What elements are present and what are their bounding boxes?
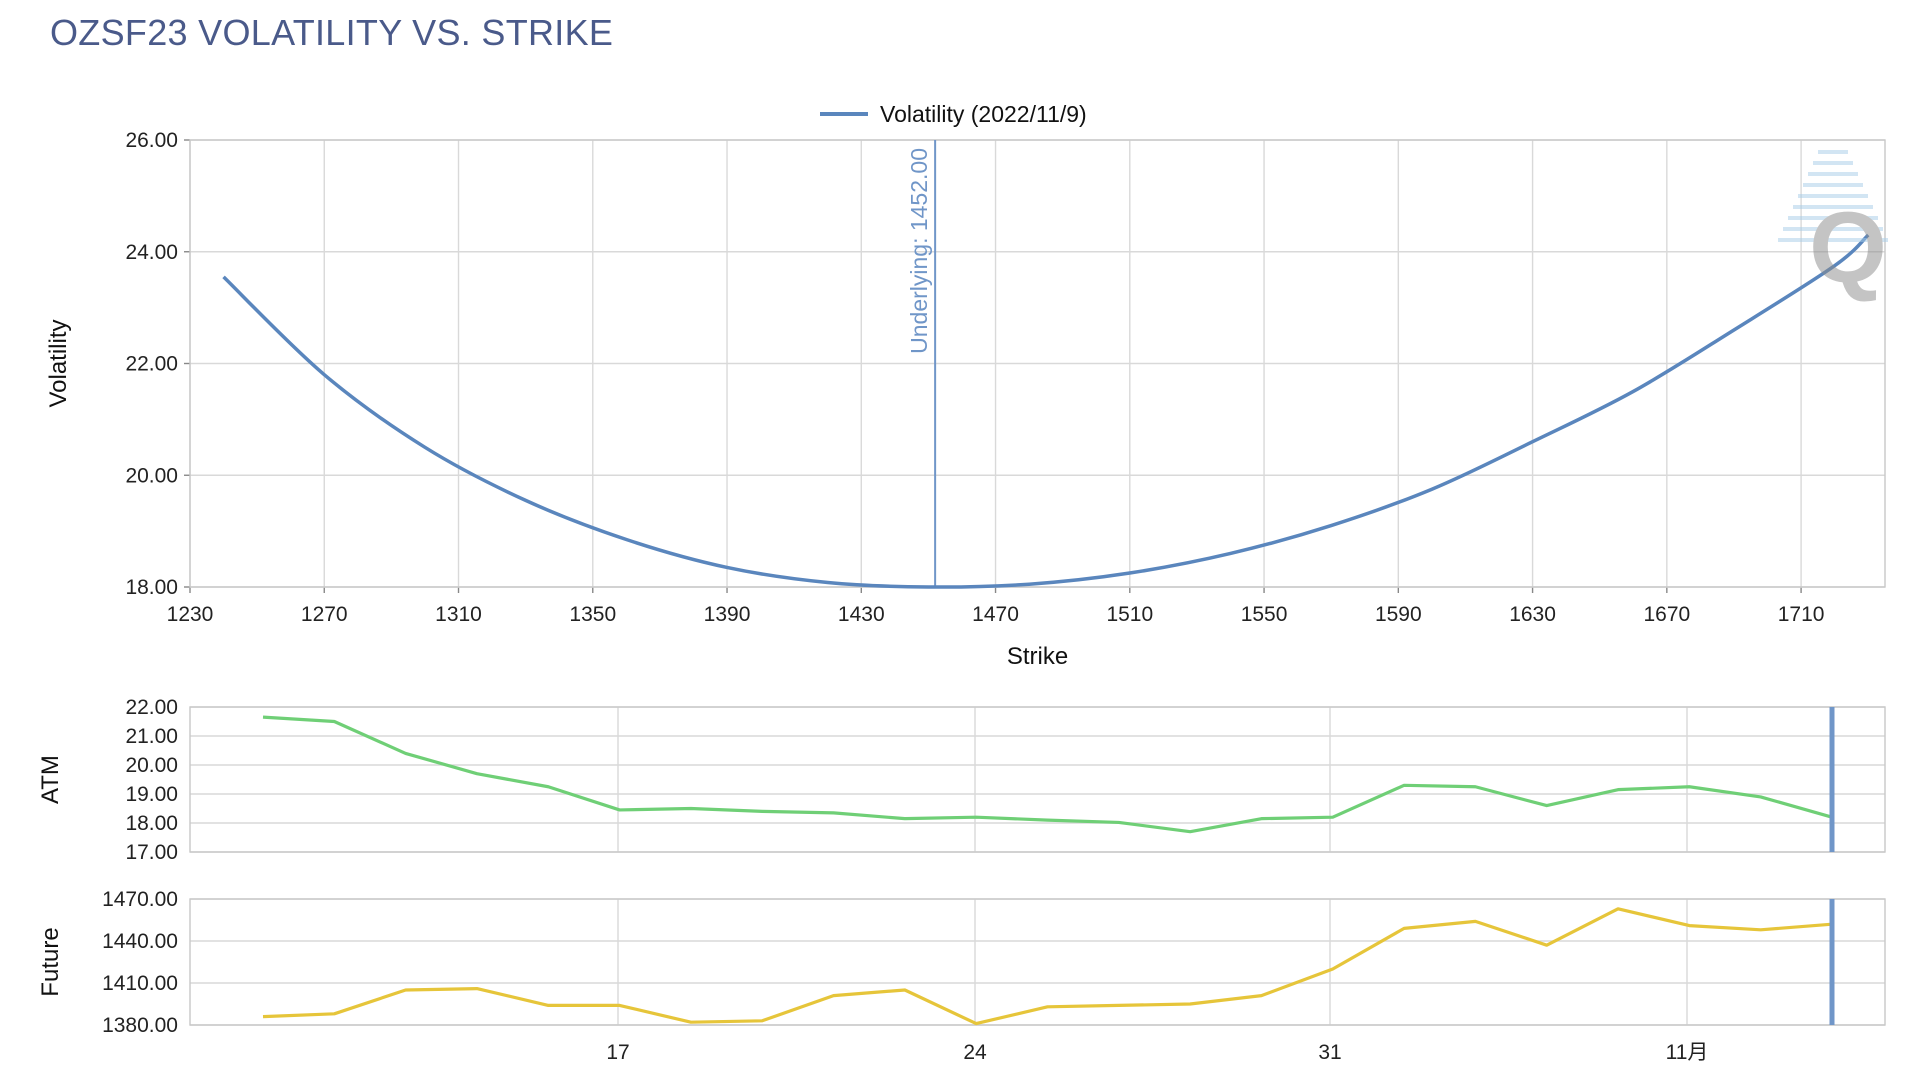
- y-tick-label: 24.00: [125, 241, 178, 264]
- future-series-line: [262, 907, 1833, 1026]
- x-tick-label: 1270: [301, 603, 348, 626]
- date-tick-label: 24: [963, 1041, 987, 1064]
- watermark-bar: [1813, 161, 1853, 165]
- x-tick-label: 1510: [1106, 603, 1153, 626]
- x-tick-label: 1630: [1509, 603, 1556, 626]
- watermark-bar: [1798, 194, 1868, 198]
- x-tick-label: 1470: [972, 603, 1019, 626]
- future-y-tick-label: 1380.00: [102, 1014, 178, 1037]
- watermark-bar: [1788, 216, 1878, 220]
- watermark-bar: [1778, 238, 1888, 242]
- atm-y-tick-label: 22.00: [125, 696, 178, 719]
- atm-chart: 17.00 18.00 19.00 20.00 21.00 22.00 ATM: [37, 696, 1886, 864]
- atm-y-tick-label: 20.00: [125, 754, 178, 777]
- future-y-axis-title: Future: [37, 927, 64, 996]
- date-tick-label: 31: [1318, 1041, 1341, 1064]
- q-logo-watermark: Q: [1778, 150, 1888, 304]
- atm-y-tick-label: 18.00: [125, 812, 178, 835]
- watermark-bar: [1808, 172, 1858, 176]
- x-tick-label: 1590: [1375, 603, 1422, 626]
- date-tick-label: 11月: [1666, 1041, 1709, 1064]
- atm-y-tick-label: 17.00: [125, 841, 178, 864]
- page-title: OZSF23 VOLATILITY VS. STRIKE: [50, 12, 614, 53]
- y-tick-label: 26.00: [125, 129, 178, 152]
- future-y-tick-label: 1410.00: [102, 972, 178, 995]
- volatility-series-line: [222, 233, 1870, 589]
- date-tick-label: 17: [606, 1041, 629, 1064]
- plot-frame: [189, 139, 1886, 588]
- future-chart: 1380.00 1410.00 1440.00 1470.00 Future 17 24 31…: [37, 888, 1886, 1064]
- x-tick-label: 1670: [1643, 603, 1690, 626]
- future-plot-frame: [189, 898, 1886, 1026]
- volatility-strike-chart: 1230 1270 1310 1350 1390 1430 1470 1510 1550 1590…: [45, 101, 1888, 670]
- x-tick-label: 1710: [1778, 603, 1825, 626]
- watermark-q-glyph: Q: [1809, 192, 1887, 304]
- y-axis-title: Volatility: [45, 319, 72, 407]
- y-tick-label: 20.00: [125, 464, 178, 487]
- underlying-label: Underlying: 1452.00: [906, 148, 932, 354]
- legend-label: Volatility (2022/11/9): [880, 101, 1087, 127]
- x-tick-label: 1350: [569, 603, 616, 626]
- watermark-bar: [1803, 183, 1863, 187]
- future-y-tick-label: 1470.00: [102, 888, 178, 911]
- y-tick-label: 22.00: [125, 353, 178, 376]
- x-tick-label: 1430: [838, 603, 885, 626]
- x-tick-label: 1310: [435, 603, 482, 626]
- atm-y-tick-label: 19.00: [125, 783, 178, 806]
- atm-plot-frame: [189, 706, 1886, 853]
- atm-y-axis-title: ATM: [37, 755, 64, 804]
- atm-y-tick-label: 21.00: [125, 725, 178, 748]
- x-tick-label: 1550: [1241, 603, 1288, 626]
- future-y-tick-label: 1440.00: [102, 930, 178, 953]
- atm-series-line: [262, 715, 1833, 834]
- x-axis-title: Strike: [1007, 643, 1068, 670]
- x-tick-label: 1390: [704, 603, 751, 626]
- x-tick-label: 1230: [167, 603, 214, 626]
- watermark-bar: [1793, 205, 1873, 209]
- watermark-bar: [1783, 227, 1883, 231]
- y-tick-label: 18.00: [125, 576, 178, 599]
- watermark-bar: [1818, 150, 1848, 154]
